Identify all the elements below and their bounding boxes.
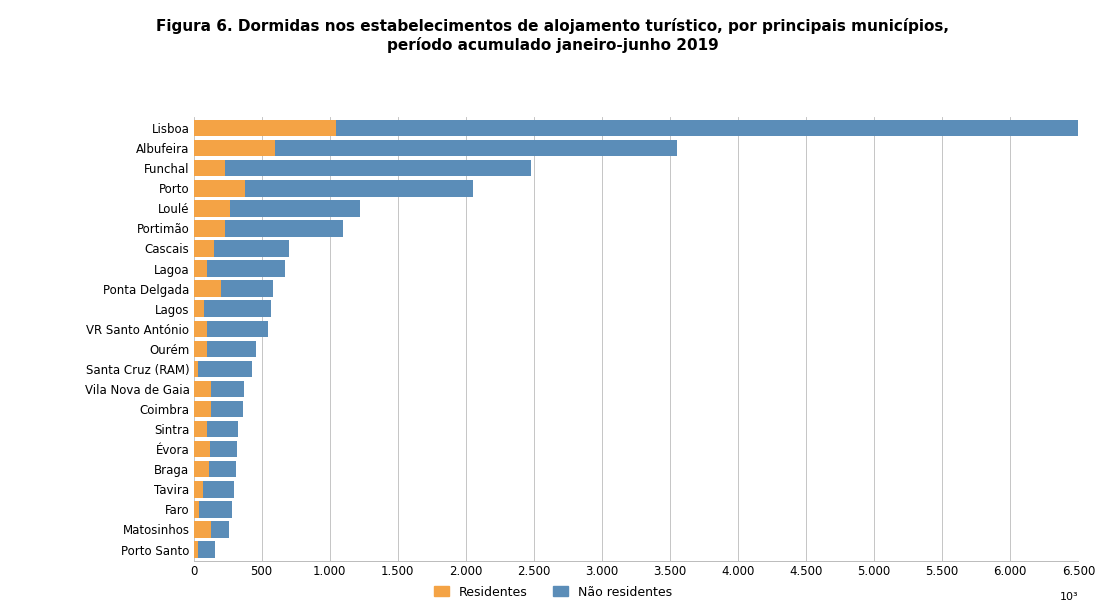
Bar xyxy=(194,240,213,257)
Bar xyxy=(207,261,284,277)
Bar xyxy=(336,120,1078,136)
Bar xyxy=(199,501,231,517)
Bar xyxy=(211,521,229,538)
Bar xyxy=(194,501,199,517)
Bar xyxy=(205,301,271,317)
Bar xyxy=(230,200,359,217)
Text: 10³: 10³ xyxy=(1060,591,1078,602)
Bar xyxy=(194,461,209,477)
Bar xyxy=(194,120,336,136)
Bar xyxy=(213,240,289,257)
Text: Figura 6. Dormidas nos estabelecimentos de alojamento turístico, por principais : Figura 6. Dormidas nos estabelecimentos … xyxy=(157,18,949,53)
Bar xyxy=(225,160,531,176)
Bar xyxy=(210,441,237,458)
Bar xyxy=(194,280,221,297)
Bar xyxy=(194,441,210,458)
Bar xyxy=(194,381,211,397)
Bar xyxy=(194,421,207,437)
Bar xyxy=(194,481,204,498)
Legend: Residentes, Não residentes: Residentes, Não residentes xyxy=(429,581,677,604)
Bar xyxy=(207,341,257,357)
Bar xyxy=(194,180,246,197)
Bar xyxy=(194,160,225,176)
Bar xyxy=(194,320,207,337)
Bar xyxy=(194,341,207,357)
Bar xyxy=(194,541,198,557)
Bar xyxy=(194,401,211,417)
Bar xyxy=(194,220,225,237)
Bar xyxy=(207,320,269,337)
Bar xyxy=(225,220,343,237)
Bar xyxy=(198,361,252,377)
Bar xyxy=(275,140,677,156)
Bar xyxy=(209,461,236,477)
Bar xyxy=(194,361,198,377)
Bar xyxy=(194,521,211,538)
Bar xyxy=(194,200,230,217)
Bar xyxy=(204,481,234,498)
Bar xyxy=(221,280,272,297)
Bar xyxy=(194,261,207,277)
Bar xyxy=(211,401,242,417)
Bar xyxy=(194,301,205,317)
Bar xyxy=(194,140,275,156)
Bar xyxy=(211,381,244,397)
Bar xyxy=(198,541,216,557)
Bar xyxy=(207,421,239,437)
Bar xyxy=(246,180,472,197)
